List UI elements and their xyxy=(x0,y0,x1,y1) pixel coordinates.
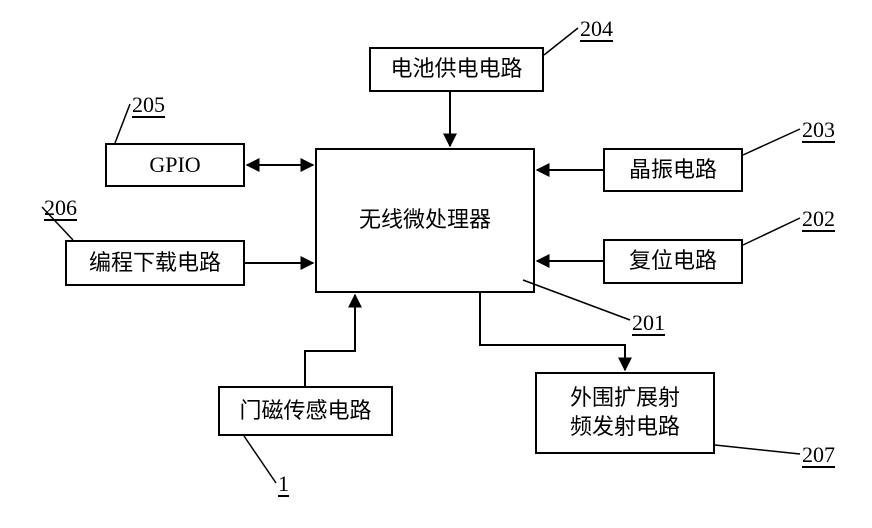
label-201: 201 xyxy=(632,310,665,336)
label-202: 202 xyxy=(802,206,835,232)
label-206-text: 206 xyxy=(44,195,77,220)
node-bottom-left-label: 门磁传感电路 xyxy=(239,397,371,426)
node-top-label: 电池供电电路 xyxy=(390,55,522,84)
node-center: 无线微处理器 xyxy=(315,148,535,293)
node-center-label: 无线微处理器 xyxy=(359,206,491,235)
node-right1: 晶振电路 xyxy=(603,148,743,192)
label-203-text: 203 xyxy=(802,117,835,142)
node-right2: 复位电路 xyxy=(603,239,743,284)
label-201-text: 201 xyxy=(632,310,665,335)
node-left2: 编程下载电路 xyxy=(65,240,245,286)
label-1-text: 1 xyxy=(278,471,289,496)
label-204: 204 xyxy=(580,16,613,42)
label-203: 203 xyxy=(802,117,835,143)
label-207-text: 207 xyxy=(802,442,835,467)
node-right1-label: 晶振电路 xyxy=(629,156,717,185)
node-left2-label: 编程下载电路 xyxy=(89,249,221,278)
label-205-text: 205 xyxy=(132,92,165,117)
node-top: 电池供电电路 xyxy=(369,47,544,92)
node-right2-label: 复位电路 xyxy=(629,247,717,276)
label-204-text: 204 xyxy=(580,16,613,41)
label-202-text: 202 xyxy=(802,206,835,231)
label-205: 205 xyxy=(132,92,165,118)
node-left1-label: GPIO xyxy=(149,151,200,180)
label-1: 1 xyxy=(278,471,289,497)
label-206: 206 xyxy=(44,195,77,221)
node-bottom-right-label: 外围扩展射 频发射电路 xyxy=(570,384,680,441)
node-bottom-left: 门磁传感电路 xyxy=(218,386,393,436)
label-207: 207 xyxy=(802,442,835,468)
node-bottom-right: 外围扩展射 频发射电路 xyxy=(535,372,715,454)
node-left1: GPIO xyxy=(105,143,245,187)
